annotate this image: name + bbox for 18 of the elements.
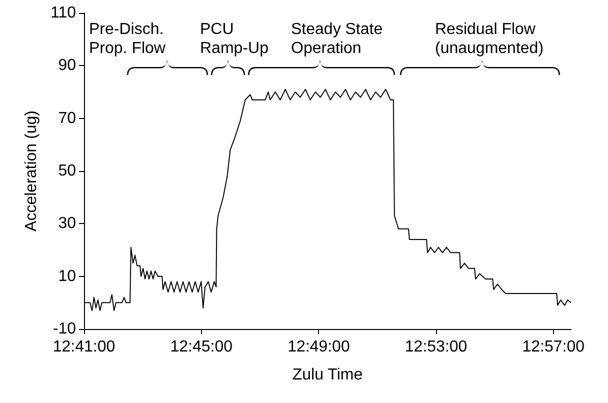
x-tick-label: 12:53:00 bbox=[404, 338, 468, 356]
x-tick-label: 12:41:00 bbox=[52, 338, 116, 356]
x-tick-label: 12:57:00 bbox=[522, 338, 585, 356]
y-tick-label: 50 bbox=[58, 162, 76, 180]
annotation: PCU Ramp-Up bbox=[200, 21, 269, 57]
y-tick-label: 30 bbox=[58, 215, 76, 232]
x-axis-title: Zulu Time bbox=[292, 366, 363, 384]
y-tick-label: 70 bbox=[58, 110, 76, 127]
y-tick-label: 10 bbox=[58, 268, 76, 285]
y-tick-label: 110 bbox=[50, 4, 76, 22]
annotation: Residual Flow (unaugmented) bbox=[435, 21, 544, 57]
y-tick-label: 90 bbox=[58, 57, 76, 74]
annotation: Pre-Disch. Prop. Flow bbox=[89, 21, 166, 57]
annotation: Steady State Operation bbox=[291, 21, 383, 57]
y-axis-title: Acceleration (ug) bbox=[23, 110, 40, 232]
x-tick-label: 12:49:00 bbox=[288, 338, 350, 356]
x-tick-label: 12:45:00 bbox=[170, 338, 233, 356]
y-tick-label: -10 bbox=[52, 320, 76, 338]
